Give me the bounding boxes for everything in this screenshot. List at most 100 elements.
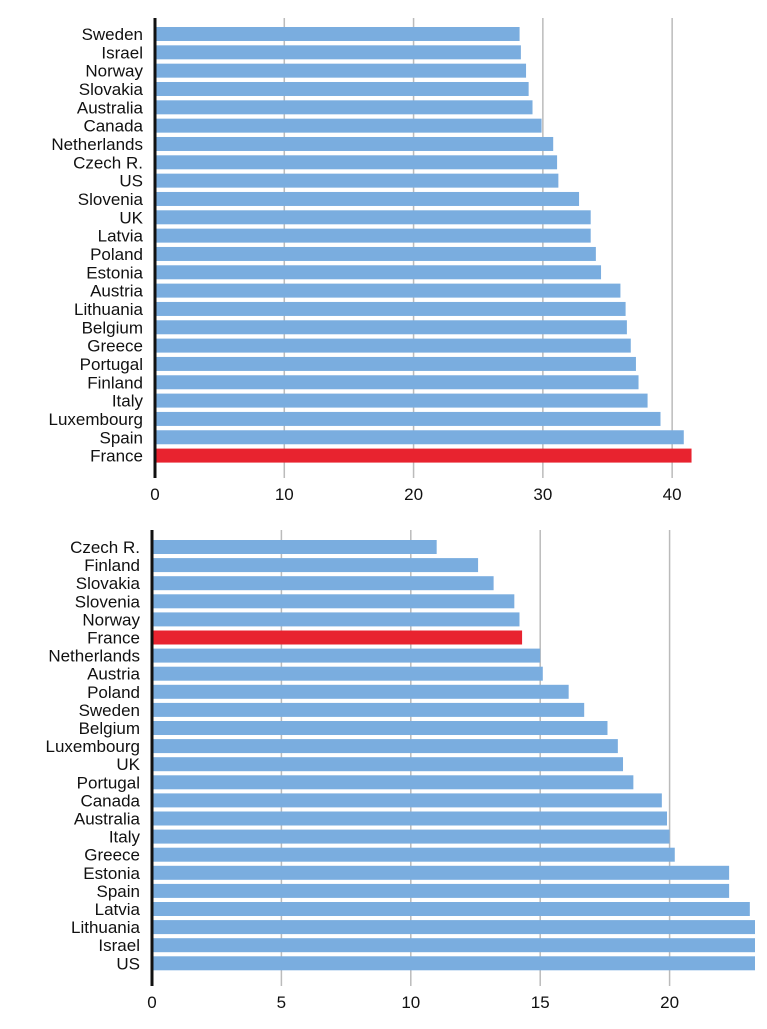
bar-sweden xyxy=(155,27,520,41)
x-tick-label-15: 15 xyxy=(531,993,550,1012)
bar-slovenia xyxy=(152,594,515,609)
category-label-finland: Finland xyxy=(84,556,140,575)
category-label-netherlands: Netherlands xyxy=(48,647,140,666)
bar-belgium xyxy=(152,721,608,735)
category-label-france: France xyxy=(90,447,143,466)
category-label-us: US xyxy=(116,954,140,973)
bar-us xyxy=(155,173,559,188)
category-label-estonia: Estonia xyxy=(86,263,143,282)
category-label-australia: Australia xyxy=(74,810,141,829)
x-tick-label-0: 0 xyxy=(147,993,156,1012)
category-label-lithuania: Lithuania xyxy=(71,918,141,937)
bar-israel xyxy=(155,45,521,60)
category-label-france: France xyxy=(87,629,140,648)
x-tick-label-20: 20 xyxy=(404,485,423,504)
category-label-israel: Israel xyxy=(101,43,143,62)
bar-spain xyxy=(155,430,684,445)
chart-2: Czech R.FinlandSlovakiaSloveniaNorwayFra… xyxy=(45,530,755,1012)
bar-austria xyxy=(155,283,621,298)
bar-italy xyxy=(152,829,670,844)
x-tick-label-40: 40 xyxy=(663,485,682,504)
category-label-greece: Greece xyxy=(87,337,143,356)
bar-uk xyxy=(155,210,591,225)
category-label-canada: Canada xyxy=(80,791,140,810)
category-label-slovakia: Slovakia xyxy=(76,574,141,593)
bar-lithuania xyxy=(152,920,755,935)
category-label-uk: UK xyxy=(119,208,143,227)
bar-latvia xyxy=(152,902,750,916)
bar-israel xyxy=(152,938,755,953)
bar-greece xyxy=(155,338,631,353)
bar-netherlands xyxy=(155,136,554,151)
bar-estonia xyxy=(152,865,730,880)
bar-greece xyxy=(152,847,675,862)
category-label-latvia: Latvia xyxy=(95,900,141,919)
category-label-spain: Spain xyxy=(97,882,140,901)
category-label-canada: Canada xyxy=(83,117,143,136)
bar-sweden xyxy=(152,702,585,717)
category-label-poland: Poland xyxy=(87,683,140,702)
bar-latvia xyxy=(155,228,591,243)
category-label-sweden: Sweden xyxy=(79,701,140,720)
bar-austria xyxy=(152,666,543,681)
x-tick-label-10: 10 xyxy=(275,485,294,504)
chart-1: SwedenIsraelNorwaySlovakiaAustraliaCanad… xyxy=(48,18,692,504)
category-label-sweden: Sweden xyxy=(82,25,143,44)
bar-spain xyxy=(152,883,730,898)
category-label-estonia: Estonia xyxy=(83,864,140,883)
bar-norway xyxy=(152,612,520,627)
bar-slovakia xyxy=(152,576,494,591)
category-label-spain: Spain xyxy=(100,428,143,447)
bar-portugal xyxy=(152,775,634,790)
x-tick-label-10: 10 xyxy=(401,993,420,1012)
x-tick-label-0: 0 xyxy=(150,485,159,504)
category-label-us: US xyxy=(119,172,143,191)
bar-luxembourg xyxy=(155,411,661,426)
bar-slovakia xyxy=(155,81,529,96)
category-label-slovenia: Slovenia xyxy=(78,190,144,209)
x-tick-label-20: 20 xyxy=(660,993,679,1012)
category-label-latvia: Latvia xyxy=(98,227,144,246)
category-label-greece: Greece xyxy=(84,846,140,865)
bar-australia xyxy=(155,100,533,115)
category-label-israel: Israel xyxy=(98,936,140,955)
bar-lithuania xyxy=(155,301,626,316)
category-label-luxembourg: Luxembourg xyxy=(48,410,143,429)
bar-czech-r xyxy=(155,155,558,170)
x-tick-label-30: 30 xyxy=(533,485,552,504)
category-label-italy: Italy xyxy=(112,392,144,411)
bar-finland xyxy=(155,375,639,390)
bar-portugal xyxy=(155,356,636,371)
bar-estonia xyxy=(155,265,602,280)
category-label-portugal: Portugal xyxy=(77,773,140,792)
category-label-norway: Norway xyxy=(82,610,140,629)
category-label-poland: Poland xyxy=(90,245,143,264)
x-tick-label-5: 5 xyxy=(277,993,286,1012)
bar-slovenia xyxy=(155,191,580,206)
bar-australia xyxy=(152,811,668,826)
category-label-austria: Austria xyxy=(87,665,140,684)
category-label-italy: Italy xyxy=(109,828,141,847)
bar-poland xyxy=(152,684,569,699)
category-label-portugal: Portugal xyxy=(80,355,143,374)
bar-france xyxy=(152,630,523,645)
bar-finland xyxy=(152,558,479,573)
category-label-finland: Finland xyxy=(87,373,143,392)
category-label-czech-r: Czech R. xyxy=(70,538,140,557)
category-label-australia: Australia xyxy=(77,98,144,117)
category-label-belgium: Belgium xyxy=(79,719,140,738)
category-label-lithuania: Lithuania xyxy=(74,300,144,319)
category-label-norway: Norway xyxy=(85,62,143,81)
category-label-netherlands: Netherlands xyxy=(51,135,143,154)
bar-czech-r xyxy=(152,540,437,554)
bar-belgium xyxy=(155,320,627,335)
bar-norway xyxy=(155,63,527,78)
bar-luxembourg xyxy=(152,739,618,754)
category-label-uk: UK xyxy=(116,755,140,774)
category-label-slovakia: Slovakia xyxy=(79,80,144,99)
bar-canada xyxy=(155,118,542,133)
category-label-czech-r: Czech R. xyxy=(73,153,143,172)
bar-italy xyxy=(155,393,648,408)
